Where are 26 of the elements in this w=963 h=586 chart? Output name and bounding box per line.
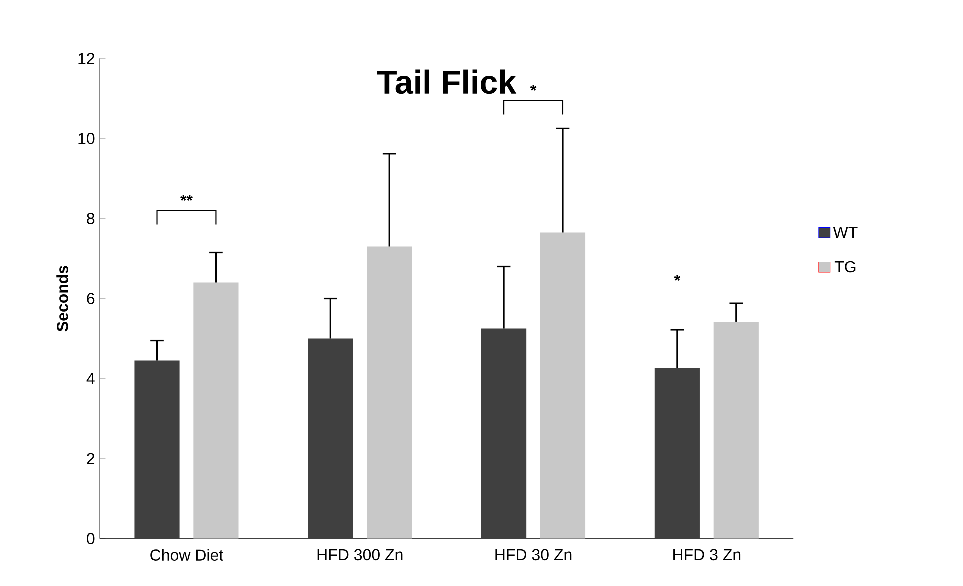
bar [367, 246, 412, 540]
annotation: ** [180, 195, 193, 202]
x-tick-label: Chow Diet [150, 549, 224, 562]
chart-title: Tail Flick [377, 70, 517, 94]
y-tick-label: 8 [87, 213, 95, 225]
legend-label: WT [833, 227, 858, 238]
legend-label: TG [834, 262, 856, 273]
x-tick-label: HFD 30 Zn [496, 549, 572, 561]
y-tick-label: 0 [87, 533, 95, 545]
annotation: * [674, 275, 681, 282]
y-tick-label: 2 [87, 453, 95, 465]
y-tick-label: 4 [86, 374, 95, 385]
y-tick-label: 10 [78, 133, 95, 145]
bar [714, 322, 759, 540]
y-axis-title: Seconds [56, 266, 68, 332]
bar [654, 368, 700, 540]
annotation: * [530, 85, 537, 92]
bar [194, 282, 239, 540]
y-tick-label: 12 [78, 53, 95, 64]
bar [482, 329, 527, 540]
bar [540, 232, 586, 540]
bar [134, 361, 180, 540]
bar [308, 339, 354, 540]
x-tick-label: HFD 3 Zn [674, 549, 741, 561]
y-tick-label: 6 [87, 293, 95, 305]
x-tick-label: HFD 300 Zn [318, 549, 403, 561]
